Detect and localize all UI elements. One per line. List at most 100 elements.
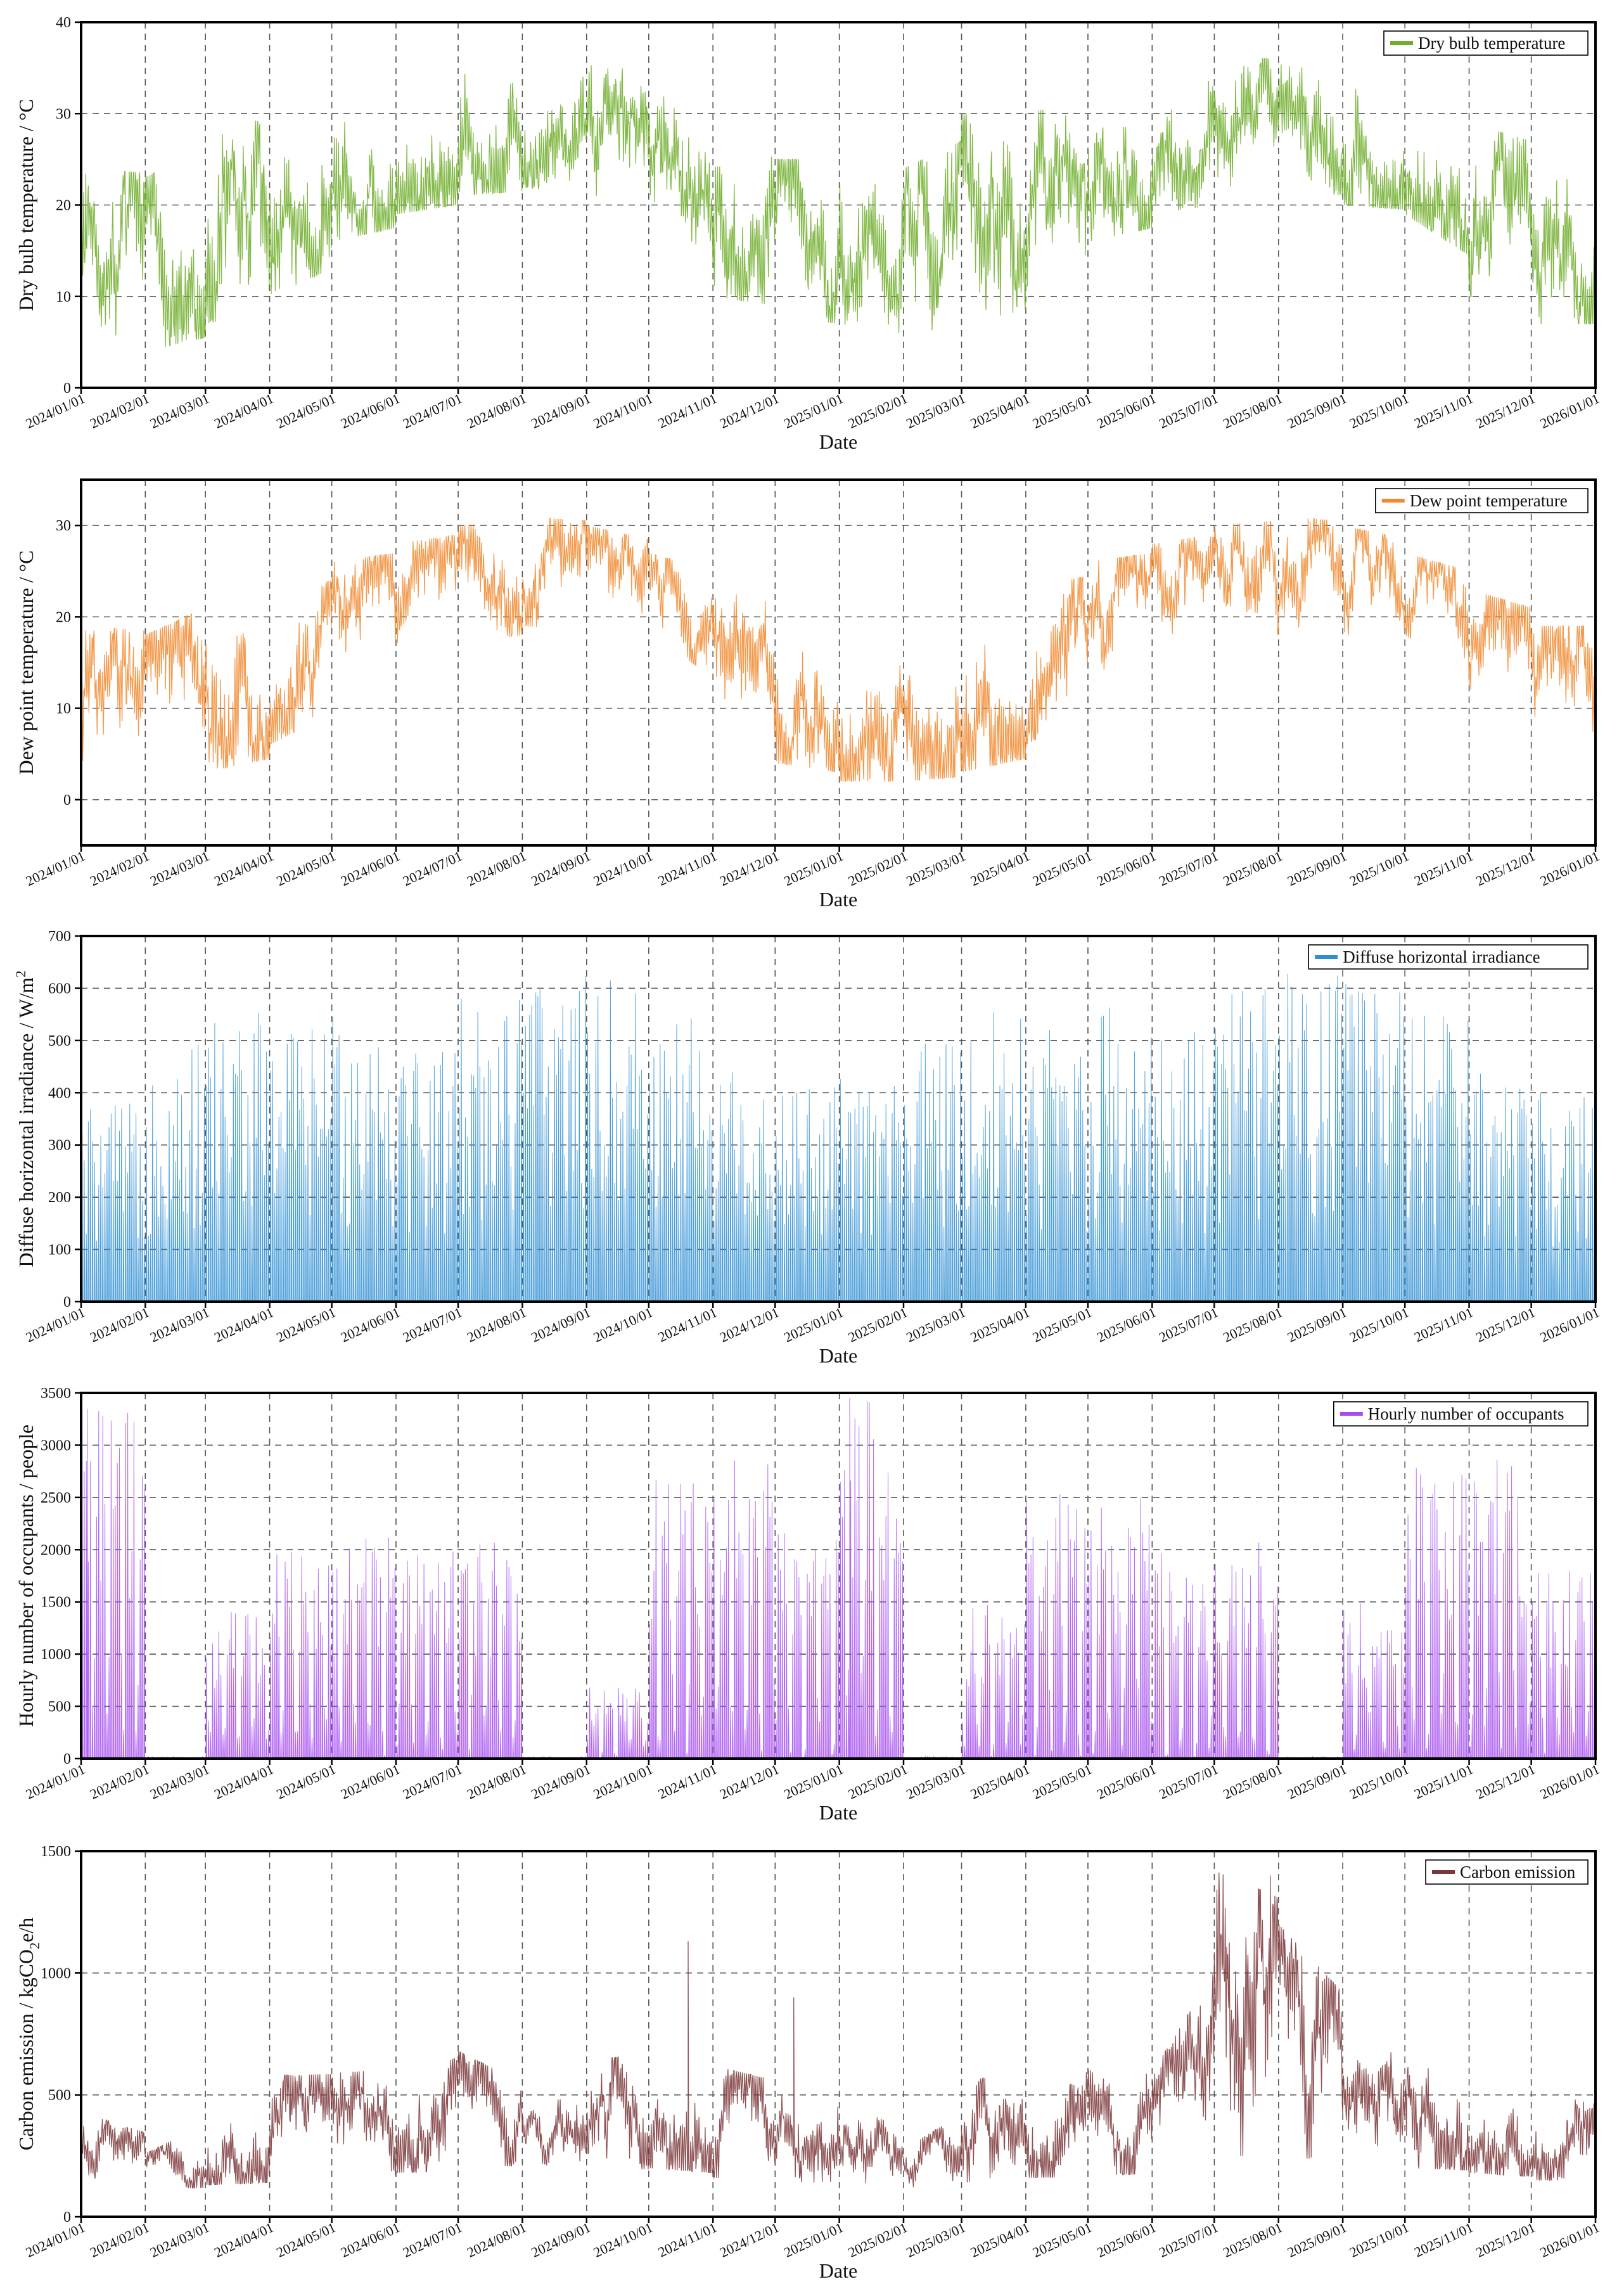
x-tick-label: 2025/10/01 — [1347, 1304, 1411, 1345]
x-tick-label: 2024/08/01 — [464, 390, 528, 432]
series-line — [80, 58, 1595, 347]
x-tick-label: 2025/02/01 — [846, 1761, 910, 1802]
x-tick-label: 2026/01/01 — [1538, 1304, 1602, 1345]
y-tick-label: 1000 — [41, 1646, 71, 1663]
x-tick-label: 2025/06/01 — [1094, 2219, 1158, 2261]
x-tick-label: 2024/05/01 — [274, 1304, 338, 1345]
plot-frame — [80, 478, 1597, 847]
legend: Dew point temperature — [1375, 488, 1589, 513]
x-tick-label: 2025/01/01 — [781, 848, 845, 889]
x-tick-label: 2025/06/01 — [1094, 1761, 1158, 1802]
x-tick-label: 2025/12/01 — [1473, 2219, 1537, 2261]
x-tick-label: 2024/07/01 — [400, 1304, 464, 1345]
x-tick-label: 2025/03/01 — [904, 390, 968, 432]
y-axis-title: Dry bulb temperature / °C — [15, 99, 37, 311]
x-tick-label: 2024/11/01 — [656, 1304, 720, 1345]
y-tick-label: 2500 — [41, 1490, 71, 1506]
legend-label: Dew point temperature — [1410, 491, 1568, 510]
x-tick-label: 2025/02/01 — [846, 390, 910, 432]
x-tick-label: 2025/12/01 — [1473, 848, 1537, 889]
x-tick-label: 2025/07/01 — [1156, 1304, 1220, 1345]
y-axis-title: Diffuse horizontal irradiance / W/m2 — [13, 970, 37, 1267]
y-tick-label: 1500 — [41, 1594, 71, 1611]
y-tick-label: 1000 — [41, 1965, 71, 1982]
x-tick-label: 2024/07/01 — [400, 1761, 464, 1802]
x-tick-label: 2024/06/01 — [338, 1304, 402, 1345]
x-tick-label: 2025/05/01 — [1030, 1304, 1094, 1345]
x-tick-label: 2024/09/01 — [528, 390, 592, 432]
x-tick-label: 2024/10/01 — [591, 1761, 655, 1802]
x-tick-label: 2025/08/01 — [1220, 1761, 1284, 1802]
x-tick-label: 2025/04/01 — [968, 1304, 1032, 1345]
y-tick-label: 400 — [48, 1085, 71, 1101]
x-tick-label: 2025/04/01 — [968, 848, 1032, 889]
x-tick-label: 2024/05/01 — [274, 2219, 338, 2261]
x-tick-label: 2024/12/01 — [717, 848, 781, 889]
x-tick-label: 2025/03/01 — [904, 848, 968, 889]
x-tick-label: 2025/03/01 — [904, 2219, 968, 2261]
x-tick-label: 2024/02/01 — [87, 1304, 151, 1345]
x-tick-label: 2024/01/01 — [23, 1761, 87, 1802]
y-axis-title: Dew point temperature / °C — [15, 550, 37, 774]
x-tick-label: 2025/02/01 — [846, 2219, 910, 2261]
x-tick-label: 2024/11/01 — [656, 390, 720, 432]
legend: Carbon emission — [1425, 1859, 1589, 1885]
x-tick-label: 2024/02/01 — [87, 390, 151, 432]
legend-box — [1375, 488, 1589, 513]
y-tick-label: 3500 — [41, 1385, 71, 1402]
x-tick-label: 2024/03/01 — [148, 390, 212, 432]
x-tick-label: 2024/04/01 — [212, 2219, 276, 2261]
legend-box — [1308, 944, 1589, 970]
x-tick-label: 2026/01/01 — [1538, 1761, 1602, 1802]
x-tick-label: 2025/01/01 — [781, 390, 845, 432]
x-tick-label: 2024/02/01 — [87, 2219, 151, 2261]
x-tick-label: 2025/09/01 — [1285, 848, 1349, 889]
x-tick-label: 2025/01/01 — [781, 1304, 845, 1345]
x-tick-label: 2025/07/01 — [1156, 1761, 1220, 1802]
x-tick-label: 2025/05/01 — [1030, 2219, 1094, 2261]
x-tick-label: 2025/12/01 — [1473, 1761, 1537, 1802]
x-axis-title: Date — [819, 2259, 857, 2282]
y-axis-title: Carbon emission / kgCO2e/h — [15, 1918, 42, 2150]
x-tick-label: 2024/03/01 — [148, 1304, 212, 1345]
legend-label: Carbon emission — [1460, 1863, 1576, 1882]
x-tick-label: 2025/10/01 — [1347, 390, 1411, 432]
x-tick-label: 2026/01/01 — [1538, 390, 1602, 432]
legend-label: Diffuse horizontal irradiance — [1343, 947, 1540, 966]
y-tick-label: 10 — [56, 289, 71, 305]
x-tick-label: 2025/07/01 — [1156, 848, 1220, 889]
x-tick-label: 2024/12/01 — [717, 390, 781, 432]
panel-5: 0 500 1000 1500 2024/01/01 2024/02/012024/03/… — [15, 1844, 1602, 2282]
x-tick-label: 2025/05/01 — [1030, 1761, 1094, 1802]
plot-frame — [80, 1850, 1597, 2218]
x-tick-label: 2024/09/01 — [528, 848, 592, 889]
x-tick-label: 2024/08/01 — [464, 1304, 528, 1345]
x-tick-label: 2025/10/01 — [1347, 2219, 1411, 2261]
y-tick-label: 2000 — [41, 1542, 71, 1558]
x-axis-title: Date — [819, 1344, 857, 1367]
x-tick-label: 2024/08/01 — [464, 1761, 528, 1802]
legend-box — [1333, 1401, 1589, 1427]
y-tick-label: 1500 — [41, 1844, 71, 1860]
x-tick-label: 2024/10/01 — [591, 848, 655, 889]
x-tick-label: 2024/05/01 — [274, 1761, 338, 1802]
x-tick-label: 2025/09/01 — [1285, 1761, 1349, 1802]
x-tick-label: 2025/06/01 — [1094, 1304, 1158, 1345]
y-tick-label: 0 — [63, 2209, 71, 2226]
y-tick-label: 500 — [48, 2088, 71, 2104]
x-tick-label: 2024/06/01 — [338, 2219, 402, 2261]
x-tick-label: 2024/02/01 — [87, 848, 151, 889]
x-tick-label: 2024/08/01 — [464, 2219, 528, 2261]
y-tick-label: 20 — [56, 198, 71, 214]
x-tick-label: 2025/02/01 — [846, 848, 910, 889]
x-tick-label: 2024/10/01 — [591, 1304, 655, 1345]
x-tick-label: 2024/06/01 — [338, 848, 402, 889]
legend: Diffuse horizontal irradiance — [1308, 944, 1589, 970]
y-tick-label: 0 — [63, 1751, 71, 1767]
x-tick-label: 2024/05/01 — [274, 848, 338, 889]
y-tick-label: 700 — [48, 928, 71, 945]
